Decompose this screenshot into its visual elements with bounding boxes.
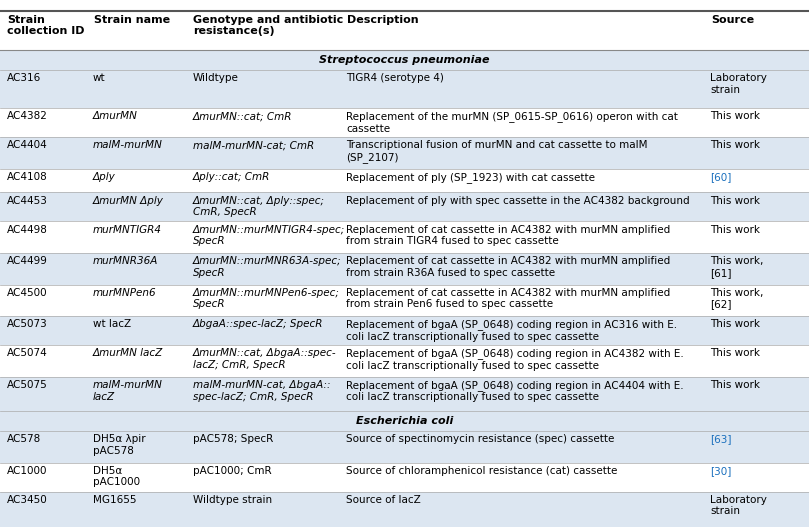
Text: This work: This work bbox=[710, 196, 760, 206]
Bar bbox=[0, 192, 809, 221]
Bar bbox=[0, 11, 809, 50]
Text: Replacement of bgaA (SP_0648) coding region in AC4404 with E.
coli lacZ transcri: Replacement of bgaA (SP_0648) coding reg… bbox=[346, 380, 684, 403]
Bar bbox=[0, 253, 809, 285]
Text: wt lacZ: wt lacZ bbox=[93, 319, 131, 329]
Text: [63]: [63] bbox=[710, 434, 732, 444]
Text: AC1000: AC1000 bbox=[6, 466, 47, 476]
Text: ΔmurMN::cat; CmR: ΔmurMN::cat; CmR bbox=[193, 111, 292, 121]
Text: Replacement of cat cassette in AC4382 with murMN amplified
from strain Pen6 fuse: Replacement of cat cassette in AC4382 wi… bbox=[346, 288, 671, 309]
Text: AC4499: AC4499 bbox=[6, 256, 48, 266]
Bar bbox=[0, 50, 809, 70]
Text: ΔbgaA::spec-lacZ; SpecR: ΔbgaA::spec-lacZ; SpecR bbox=[193, 319, 323, 329]
Bar bbox=[0, 316, 809, 345]
Text: This work: This work bbox=[710, 319, 760, 329]
Text: AC316: AC316 bbox=[6, 73, 40, 83]
Bar bbox=[0, 285, 809, 316]
Text: Replacement of ply with spec cassette in the AC4382 background: Replacement of ply with spec cassette in… bbox=[346, 196, 690, 206]
Text: AC4500: AC4500 bbox=[6, 288, 47, 298]
Text: Source of chloramphenicol resistance (cat) cassette: Source of chloramphenicol resistance (ca… bbox=[346, 466, 617, 476]
Text: Laboratory
strain: Laboratory strain bbox=[710, 73, 767, 95]
Bar bbox=[0, 221, 809, 253]
Text: murMNTIGR4: murMNTIGR4 bbox=[93, 225, 162, 235]
Text: Transcriptional fusion of murMN and cat cassette to malM
(SP_2107): Transcriptional fusion of murMN and cat … bbox=[346, 140, 648, 163]
Bar bbox=[0, 345, 809, 377]
Text: ΔmurMN Δply: ΔmurMN Δply bbox=[93, 196, 164, 206]
Bar bbox=[0, 137, 809, 169]
Text: DH5α
pAC1000: DH5α pAC1000 bbox=[93, 466, 140, 487]
Text: malM-murMN-cat; CmR: malM-murMN-cat; CmR bbox=[193, 140, 314, 150]
Text: Source of spectinomycin resistance (spec) cassette: Source of spectinomycin resistance (spec… bbox=[346, 434, 615, 444]
Text: AC4498: AC4498 bbox=[6, 225, 48, 235]
Bar bbox=[0, 377, 809, 411]
Text: AC3450: AC3450 bbox=[6, 495, 47, 505]
Text: Description: Description bbox=[347, 15, 419, 25]
Text: pAC578; SpecR: pAC578; SpecR bbox=[193, 434, 273, 444]
Text: Strain
collection ID: Strain collection ID bbox=[7, 15, 85, 36]
Text: Strain name: Strain name bbox=[94, 15, 170, 25]
Text: Replacement of the murMN (SP_0615-SP_0616) operon with cat
cassette: Replacement of the murMN (SP_0615-SP_061… bbox=[346, 111, 678, 134]
Text: ΔmurMN: ΔmurMN bbox=[93, 111, 138, 121]
Text: pAC1000; CmR: pAC1000; CmR bbox=[193, 466, 271, 476]
Bar bbox=[0, 431, 809, 463]
Text: murMNPen6: murMNPen6 bbox=[93, 288, 157, 298]
Text: murMNR36A: murMNR36A bbox=[93, 256, 159, 266]
Text: Replacement of ply (SP_1923) with cat cassette: Replacement of ply (SP_1923) with cat ca… bbox=[346, 172, 595, 183]
Text: AC5075: AC5075 bbox=[6, 380, 47, 390]
Text: This work: This work bbox=[710, 225, 760, 235]
Text: TIGR4 (serotype 4): TIGR4 (serotype 4) bbox=[346, 73, 444, 83]
Text: ΔmurMN::murMNPen6-spec;
SpecR: ΔmurMN::murMNPen6-spec; SpecR bbox=[193, 288, 340, 309]
Text: MG1655: MG1655 bbox=[93, 495, 137, 505]
Text: This work,
[61]: This work, [61] bbox=[710, 256, 764, 278]
Text: Source: Source bbox=[711, 15, 754, 25]
Text: This work: This work bbox=[710, 111, 760, 121]
Text: This work: This work bbox=[710, 380, 760, 390]
Text: This work: This work bbox=[710, 348, 760, 358]
Text: malM-murMN: malM-murMN bbox=[93, 140, 163, 150]
Text: ΔmurMN::murMNR63A-spec;
SpecR: ΔmurMN::murMNR63A-spec; SpecR bbox=[193, 256, 341, 278]
Text: Genotype and antibiotic
resistance(s): Genotype and antibiotic resistance(s) bbox=[193, 15, 344, 36]
Text: Replacement of bgaA (SP_0648) coding region in AC316 with E.
coli lacZ transcrip: Replacement of bgaA (SP_0648) coding reg… bbox=[346, 319, 677, 342]
Text: Wildtype strain: Wildtype strain bbox=[193, 495, 272, 505]
Text: ΔmurMN::murMNTIGR4-spec;
SpecR: ΔmurMN::murMNTIGR4-spec; SpecR bbox=[193, 225, 345, 246]
Bar bbox=[0, 411, 809, 431]
Text: ΔmurMN lacZ: ΔmurMN lacZ bbox=[93, 348, 163, 358]
Text: Laboratory
strain: Laboratory strain bbox=[710, 495, 767, 516]
Text: Replacement of cat cassette in AC4382 with murMN amplified
from strain TIGR4 fus: Replacement of cat cassette in AC4382 wi… bbox=[346, 225, 671, 246]
Bar bbox=[0, 108, 809, 137]
Text: Δply: Δply bbox=[93, 172, 116, 182]
Bar bbox=[0, 169, 809, 192]
Text: Streptococcus pneumoniae: Streptococcus pneumoniae bbox=[320, 55, 489, 65]
Text: wt: wt bbox=[93, 73, 106, 83]
Text: AC4108: AC4108 bbox=[6, 172, 47, 182]
Text: AC4453: AC4453 bbox=[6, 196, 48, 206]
Bar bbox=[0, 492, 809, 527]
Text: Wildtype: Wildtype bbox=[193, 73, 239, 83]
Text: malM-murMN
lacZ: malM-murMN lacZ bbox=[93, 380, 163, 402]
Text: Replacement of cat cassette in AC4382 with murMN amplified
from strain R36A fuse: Replacement of cat cassette in AC4382 wi… bbox=[346, 256, 671, 278]
Bar bbox=[0, 463, 809, 492]
Text: [30]: [30] bbox=[710, 466, 731, 476]
Text: [60]: [60] bbox=[710, 172, 731, 182]
Text: Δply::cat; CmR: Δply::cat; CmR bbox=[193, 172, 270, 182]
Text: Source of lacZ: Source of lacZ bbox=[346, 495, 421, 505]
Text: malM-murMN-cat, ΔbgaA::
spec-lacZ; CmR, SpecR: malM-murMN-cat, ΔbgaA:: spec-lacZ; CmR, … bbox=[193, 380, 330, 402]
Text: Escherichia coli: Escherichia coli bbox=[356, 416, 453, 426]
Text: Replacement of bgaA (SP_0648) coding region in AC4382 with E.
coli lacZ transcri: Replacement of bgaA (SP_0648) coding reg… bbox=[346, 348, 684, 371]
Text: AC578: AC578 bbox=[6, 434, 40, 444]
Text: AC4404: AC4404 bbox=[6, 140, 47, 150]
Text: This work: This work bbox=[710, 140, 760, 150]
Text: ΔmurMN::cat, ΔbgaA::spec-
lacZ; CmR, SpecR: ΔmurMN::cat, ΔbgaA::spec- lacZ; CmR, Spe… bbox=[193, 348, 337, 370]
Text: ΔmurMN::cat, Δply::spec;
CmR, SpecR: ΔmurMN::cat, Δply::spec; CmR, SpecR bbox=[193, 196, 324, 217]
Text: DH5α λpir
pAC578: DH5α λpir pAC578 bbox=[93, 434, 146, 456]
Bar bbox=[0, 70, 809, 108]
Text: AC4382: AC4382 bbox=[6, 111, 48, 121]
Text: AC5074: AC5074 bbox=[6, 348, 47, 358]
Text: This work,
[62]: This work, [62] bbox=[710, 288, 764, 309]
Text: AC5073: AC5073 bbox=[6, 319, 47, 329]
